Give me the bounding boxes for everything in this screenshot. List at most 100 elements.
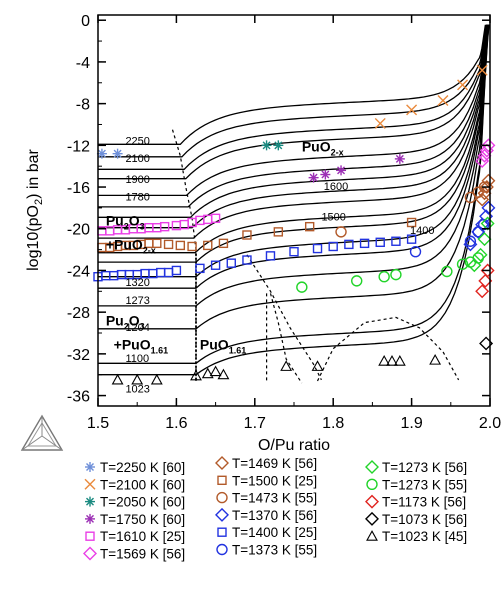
data-point bbox=[472, 252, 484, 264]
isotherm-curve bbox=[98, 24, 490, 197]
x-tick-label: 1.5 bbox=[87, 415, 109, 432]
data-point bbox=[359, 238, 370, 249]
legend-label: T=1400 K [25] bbox=[232, 525, 317, 540]
legend-marker bbox=[215, 507, 229, 522]
data-point bbox=[210, 213, 221, 224]
isotherm-label: 1320 bbox=[125, 277, 149, 289]
isotherm-curves bbox=[98, 24, 490, 376]
data-point bbox=[378, 355, 391, 366]
legend-entry: T=1373 K [55] bbox=[216, 543, 317, 558]
phase-boundary-line bbox=[269, 293, 303, 384]
data-point bbox=[163, 239, 174, 250]
data-point bbox=[406, 104, 418, 116]
legend-entry: T=1610 K [25] bbox=[85, 529, 185, 544]
data-point bbox=[304, 221, 315, 232]
data-point bbox=[209, 365, 222, 377]
legend-entry: T=1750 K [60] bbox=[85, 512, 185, 527]
legend-entry: T=1400 K [25] bbox=[217, 525, 317, 540]
isotherm-label: 1600 bbox=[324, 181, 348, 193]
data-point bbox=[187, 241, 197, 252]
legend-marker bbox=[365, 511, 379, 526]
data-point bbox=[375, 237, 385, 248]
data-point bbox=[150, 373, 163, 385]
data-point bbox=[477, 148, 492, 163]
data-point bbox=[108, 270, 119, 281]
data-point bbox=[152, 238, 162, 249]
isotherm-curve bbox=[98, 24, 490, 254]
y-tick-label: -24 bbox=[67, 263, 90, 280]
legend-label: T=1610 K [25] bbox=[100, 529, 185, 544]
data-point bbox=[472, 186, 484, 198]
y-tick-label: -20 bbox=[67, 222, 90, 239]
isotherm-curve bbox=[98, 24, 490, 239]
phase-region-label: +PuO1.61 bbox=[114, 337, 168, 356]
data-point bbox=[311, 360, 324, 371]
y-tick-label: -12 bbox=[67, 138, 90, 155]
phase-boundary-line bbox=[171, 129, 197, 381]
data-point bbox=[457, 79, 469, 91]
data-point bbox=[190, 369, 202, 381]
data-point bbox=[456, 258, 469, 270]
legend-marker bbox=[217, 527, 227, 537]
phase-region-label: PuO1.61 bbox=[200, 337, 246, 356]
data-point bbox=[156, 267, 166, 278]
data-point bbox=[116, 269, 127, 280]
y-tick-label: -8 bbox=[76, 97, 90, 114]
legend-entry: T=1273 K [56] bbox=[365, 460, 467, 475]
legend-label: T=1750 K [60] bbox=[100, 512, 185, 527]
phase-region-label: +PuO2-x bbox=[106, 237, 156, 256]
y-tick-label: -36 bbox=[67, 389, 90, 406]
legend-entry: T=1469 K [56] bbox=[215, 456, 317, 471]
data-point bbox=[312, 243, 323, 254]
legend-label: T=1073 K [56] bbox=[382, 512, 467, 527]
isotherm-label: 2100 bbox=[125, 153, 149, 165]
isotherm-label: 1780 bbox=[125, 192, 149, 204]
data-point bbox=[201, 367, 214, 379]
data-point bbox=[131, 373, 144, 385]
data-point bbox=[328, 241, 338, 252]
isotherm-curve bbox=[98, 24, 490, 330]
legend-label: T=1373 K [55] bbox=[232, 543, 317, 558]
isotherm-curve bbox=[98, 24, 490, 218]
legend-marker bbox=[85, 531, 95, 541]
data-point bbox=[475, 284, 490, 299]
legend-marker bbox=[366, 478, 378, 490]
legend-entry: T=1173 K [56] bbox=[365, 495, 466, 510]
y-tick-label: -28 bbox=[67, 305, 90, 322]
data-point bbox=[464, 191, 477, 204]
data-point bbox=[344, 239, 354, 250]
phase-region-label: Pu2O3 bbox=[106, 213, 145, 232]
isotherm-curve bbox=[98, 24, 490, 307]
y-tick-label: 0 bbox=[81, 13, 90, 30]
data-point bbox=[296, 281, 308, 293]
legend-entry: T=2050 K [60] bbox=[85, 495, 185, 510]
data-point bbox=[464, 235, 477, 247]
phase-boundary-line bbox=[246, 254, 322, 381]
legend-marker bbox=[83, 546, 97, 561]
data-point bbox=[210, 260, 221, 270]
data-point bbox=[111, 373, 124, 385]
data-point bbox=[476, 64, 488, 76]
legend-label: T=1023 K [45] bbox=[382, 529, 467, 544]
isotherm-curve bbox=[98, 24, 490, 180]
data-point bbox=[112, 148, 123, 159]
legend-entry: T=1073 K [56] bbox=[365, 511, 467, 527]
data-point bbox=[475, 153, 490, 168]
legend-entry: T=1500 K [25] bbox=[217, 473, 317, 488]
legend-label: T=2050 K [60] bbox=[100, 495, 185, 510]
isotherm-label: 1400 bbox=[410, 225, 434, 237]
data-point bbox=[265, 251, 276, 261]
data-point bbox=[477, 232, 492, 247]
y-tick-label: -16 bbox=[67, 180, 90, 197]
isotherm-curve bbox=[98, 25, 490, 376]
isotherm-label: 1500 bbox=[321, 211, 345, 223]
x-axis-title: O/Pu ratio bbox=[258, 437, 330, 454]
legend-marker bbox=[84, 478, 96, 490]
data-point bbox=[378, 271, 390, 283]
legend-marker bbox=[85, 496, 95, 507]
data-point bbox=[406, 234, 417, 244]
isotherm-label: 1900 bbox=[125, 174, 149, 186]
legend-entry: T=1370 K [56] bbox=[215, 507, 317, 523]
x-tick-label: 1.8 bbox=[322, 415, 344, 432]
